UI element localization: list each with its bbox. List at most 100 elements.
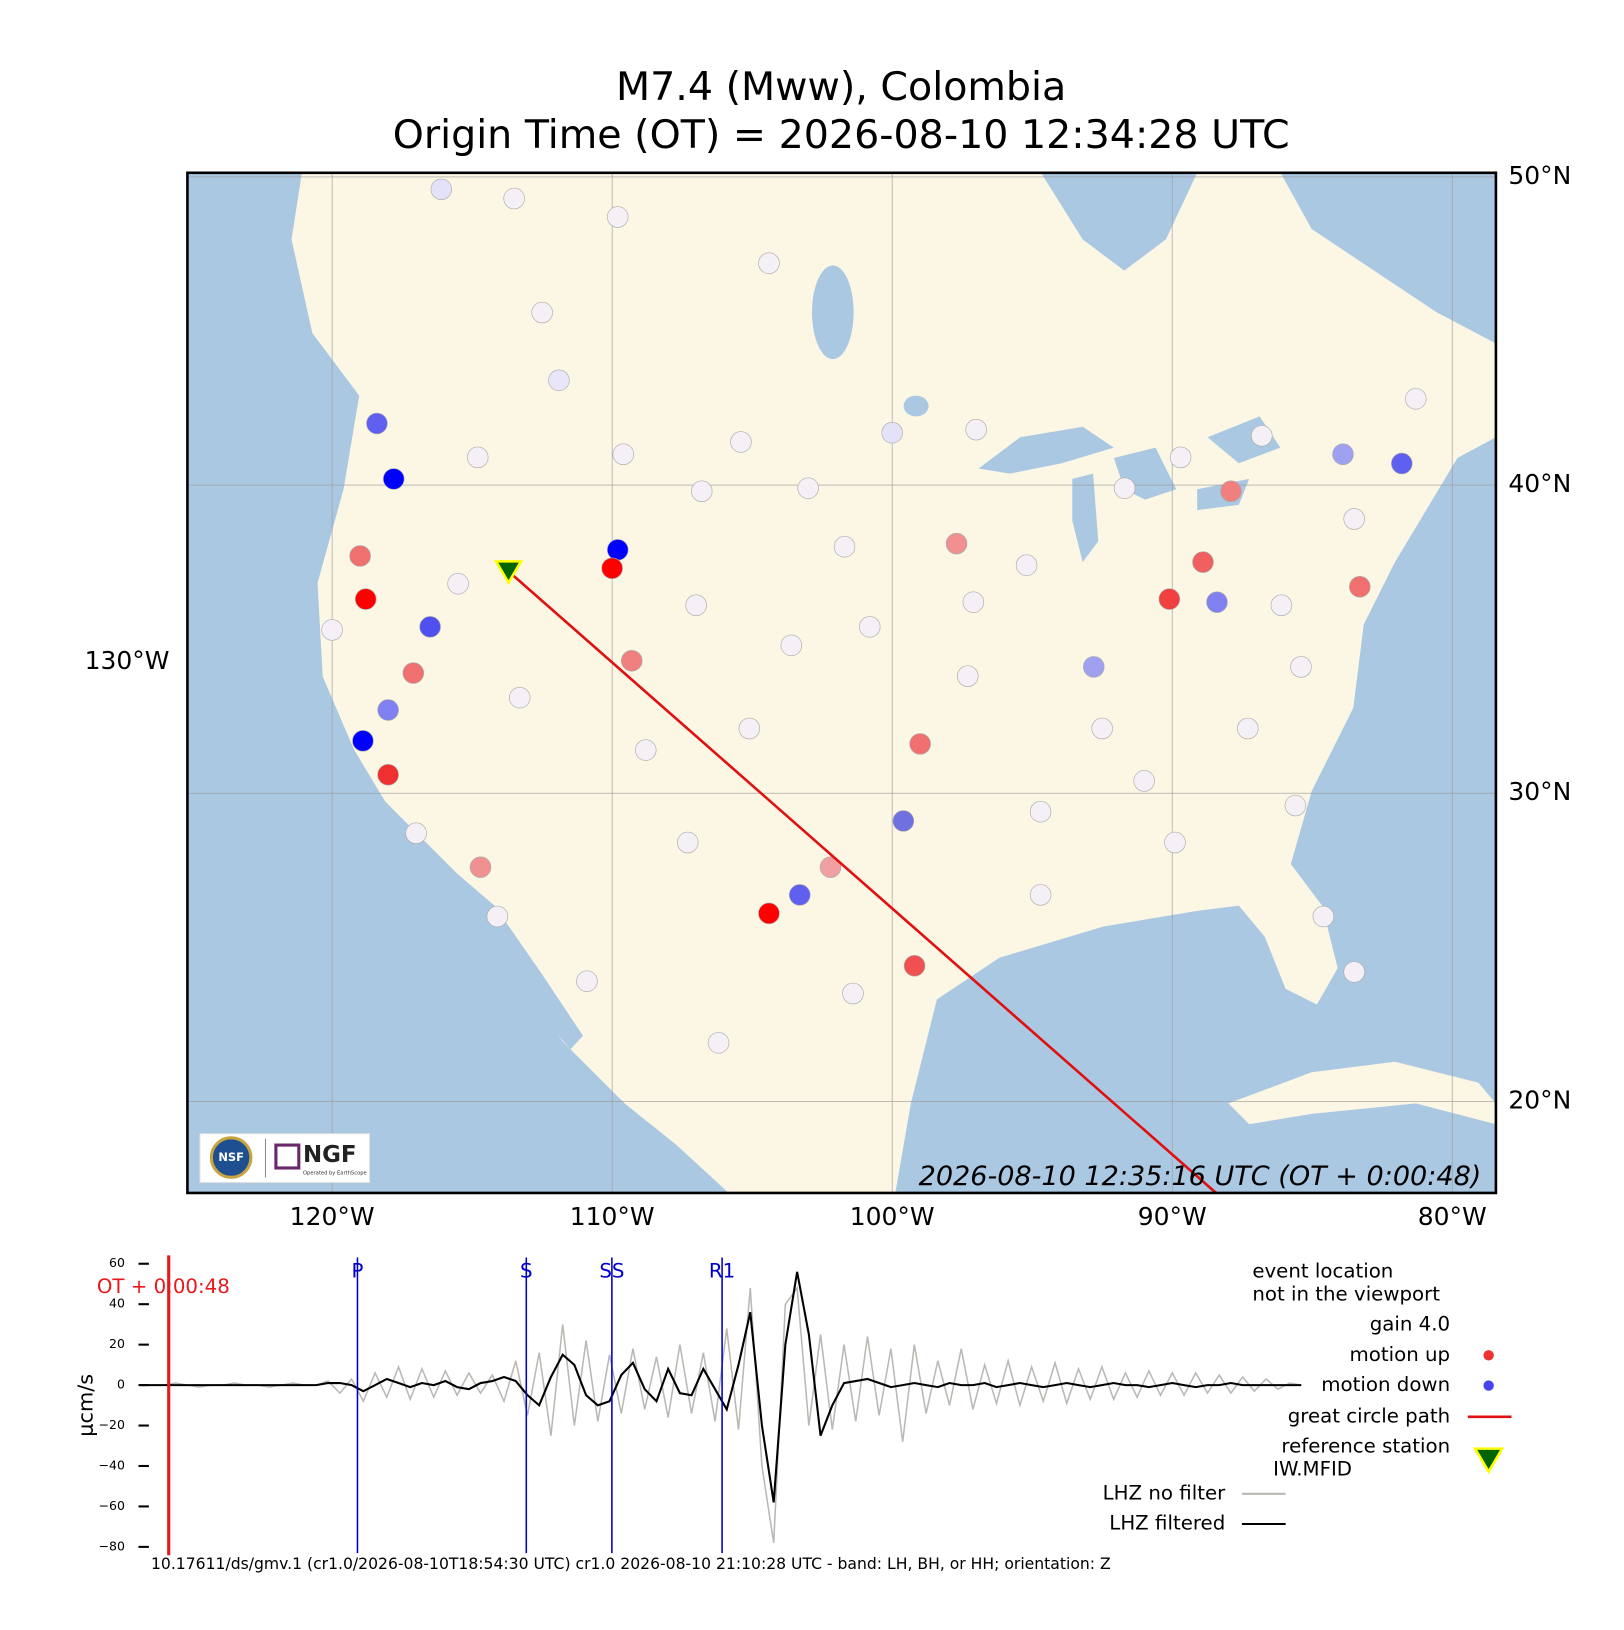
station [607,206,629,228]
station [402,662,425,684]
station [1349,576,1371,598]
station [685,594,707,616]
map-frame [186,171,1498,1195]
lat-label: 30°N [1508,777,1571,806]
y-tick-label: −80 [99,1538,125,1553]
station [1015,554,1038,576]
station [691,480,713,502]
station [366,412,388,435]
station [467,446,489,469]
map [187,172,1496,1193]
station [503,187,525,210]
logo-text: NGF [303,1142,357,1168]
station [1270,594,1293,616]
station [903,955,926,977]
station [758,902,780,925]
legend-note: event location [1252,1260,1393,1283]
station [469,856,492,878]
lon-label: 80°W [1418,1202,1487,1231]
station [1192,551,1214,573]
station [909,733,931,755]
legend-note: not in the viewport [1252,1282,1440,1305]
island [1228,1061,1496,1125]
station [607,539,629,561]
station [601,557,623,580]
station [349,545,371,567]
station [430,178,453,201]
reference-station [1472,1447,1505,1475]
title: Origin Time (OT) = 2026-08-10 12:34:28 U… [393,112,1290,158]
lon-label: 100°W [850,1202,935,1231]
station [382,468,405,490]
station [1220,480,1242,502]
station [405,822,427,845]
station [780,634,803,657]
legend-label: reference station [1281,1434,1450,1457]
station [635,739,657,761]
legend-label: LHZ no filter [1103,1481,1226,1504]
y-tick-label: 60 [109,1255,125,1270]
phase-label: P [352,1260,364,1283]
station [962,591,985,613]
phase-label: SS [599,1260,624,1283]
phase-label: R1 [709,1260,735,1283]
station [1083,656,1105,678]
y-tick-label: 20 [109,1336,125,1351]
station [486,905,509,928]
station [1164,831,1186,854]
y-tick-label: 0 [117,1377,125,1392]
legend-label: great circle path [1288,1404,1450,1427]
station [1405,388,1427,410]
lon-label: 120°W [290,1202,375,1231]
lat-label: 50°N [1508,161,1571,190]
y-tick-label: −60 [99,1498,125,1513]
legend-label: motion down [1321,1373,1450,1396]
legend-gain: gain 4.0 [1370,1313,1450,1336]
waveform [140,1285,1302,1543]
graticule [187,172,1496,1193]
station [1158,588,1181,610]
station [881,421,903,444]
station [892,810,915,832]
station [419,616,441,638]
station [1290,656,1312,678]
station [1237,717,1259,740]
footer: 10.17611/ds/gmv.1 (cr1.0/2026-08-10T18:5… [151,1555,1111,1573]
station [1029,800,1052,823]
station [1284,794,1307,817]
station [621,650,643,672]
logo-text: Operated by EarthScope [303,1171,367,1177]
lat-label: 40°N [1508,469,1571,498]
station [509,686,531,709]
station [797,477,819,499]
legend-marker [1483,1380,1494,1391]
lon-label: 90°W [1138,1202,1207,1231]
legend-marker [1483,1350,1494,1361]
station [352,730,374,752]
legend-label: LHZ filtered [1109,1511,1225,1534]
station [321,619,343,641]
y-axis-label: μcm/s [73,1374,97,1437]
station [612,443,635,466]
station [738,717,761,740]
station [730,431,752,453]
legend-label: motion up [1350,1343,1451,1366]
phase-label: S [520,1260,533,1283]
station [1343,508,1365,530]
waveform [140,1271,1302,1503]
station [833,535,856,558]
y-tick-label: 40 [109,1296,125,1311]
station [945,532,968,555]
title: M7.4 (Mww), Colombia [616,64,1066,110]
lat-label: 20°N [1508,1085,1571,1114]
station [576,970,598,992]
station [957,665,979,687]
station [965,418,987,441]
station [1343,961,1365,983]
station [1332,443,1354,466]
station [1133,770,1155,792]
legend-label: IW.MFID [1273,1457,1352,1480]
station [789,884,811,906]
reference-station [493,560,524,586]
